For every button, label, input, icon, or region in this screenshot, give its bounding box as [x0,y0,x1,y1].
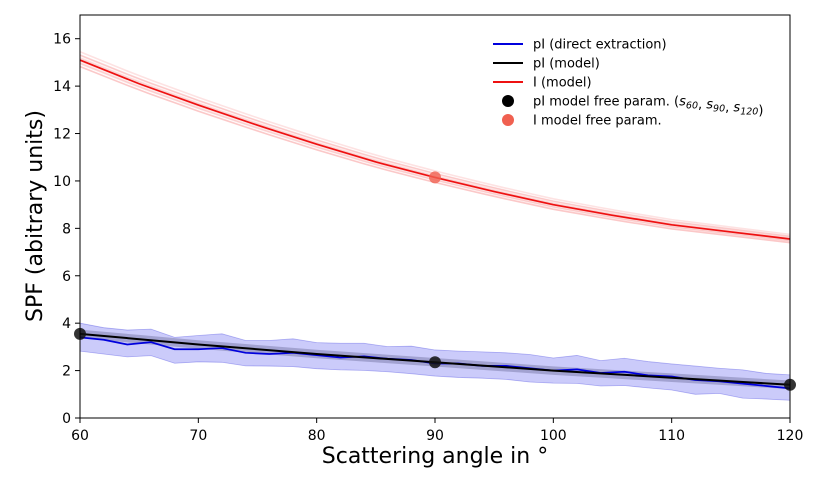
x-tick-label: 110 [658,428,685,444]
i-model-sample-line [80,54,790,237]
legend-entry-label: I (model) [533,76,592,91]
y-tick-label: 4 [62,316,71,332]
i-model-sample-line [80,54,790,238]
y-tick-label: 12 [53,127,71,143]
y-tick-label: 0 [62,411,71,427]
y-tick-label: 8 [62,221,71,237]
x-tick-label: 120 [777,428,804,444]
x-tick-label: 100 [540,428,567,444]
i-model-sample-line [80,58,790,240]
y-tick-label: 14 [53,79,71,95]
y-tick-label: 10 [53,174,71,190]
legend-entry-label: I model free param. [533,114,662,129]
i-model-sample-line [80,63,790,242]
y-tick-label: 6 [62,269,71,285]
y-axis-ticks: 0 2 4 6 8 10 12 14 16 [53,32,80,427]
i-model-sample-line [80,50,790,236]
marker-i-model-free-param- [429,171,441,184]
series-line-i-model- [80,59,790,240]
x-axis-ticks: 60 70 80 90 100 110 120 [71,418,803,444]
y-axis-label: SPF (abitrary units) [23,110,48,322]
free-param-markers [74,171,796,391]
legend-entry-label: pI (direct extraction) [533,38,667,53]
y-tick-label: 16 [53,32,71,48]
x-tick-label: 90 [426,428,444,444]
i-model-sample-line [80,57,790,239]
y-tick-label: 2 [62,364,71,380]
i-model-sample-line [80,60,790,241]
legend: pI (direct extraction) pI (model) I (model… [493,38,763,129]
i-model-sample-line [80,62,790,242]
legend-marker-swatch [502,95,514,107]
legend-marker-swatch [502,114,514,126]
legend-entry-label: pI (model) [533,57,600,72]
x-tick-label: 80 [308,428,326,444]
legend-entry-label: pI model free param. (s60, s90, s120) [533,95,763,119]
x-tick-label: 60 [71,428,89,444]
x-axis-label: Scattering angle in ° [322,444,548,469]
x-tick-label: 70 [189,428,207,444]
marker-pi-model-free-param- [429,356,441,369]
